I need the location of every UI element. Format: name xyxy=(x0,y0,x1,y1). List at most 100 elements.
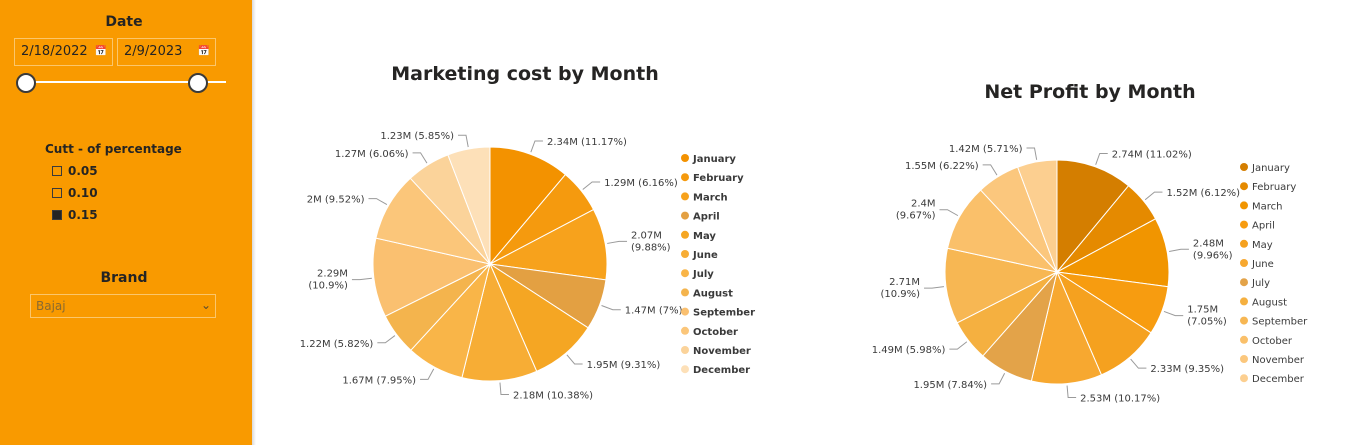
cutt-option-label: 0.15 xyxy=(68,208,98,222)
net-profit-legend-marker xyxy=(1240,182,1248,191)
net-profit-legend-item-august[interactable]: August xyxy=(1252,297,1287,308)
net-profit-data-label: 1.55M (6.22%) xyxy=(905,161,979,172)
marketing-cost-leader-line xyxy=(420,368,435,380)
marketing-cost-leader-line xyxy=(377,335,396,344)
marketing-cost-legend-item-august[interactable]: August xyxy=(693,288,733,299)
marketing-cost-data-label: 1.47M (7%) xyxy=(625,306,683,317)
net-profit-data-label: 1.52M (6.12%) xyxy=(1166,188,1240,199)
net-profit-legend-item-september[interactable]: September xyxy=(1252,317,1308,328)
marketing-cost-pie-chart: 2.34M (11.17%) 1.29M (6.16%) 2.07M (9.88%) 1… xyxy=(300,131,755,401)
brand-filter-title: Brand xyxy=(100,270,148,286)
cutt-option-0.15[interactable]: 0.15 xyxy=(52,208,98,222)
marketing-cost-legend-item-december[interactable]: December xyxy=(693,365,750,376)
net-profit-legend-item-october[interactable]: October xyxy=(1252,336,1293,347)
date-range-start-handle[interactable] xyxy=(16,73,36,93)
calendar-icon[interactable]: 📅 xyxy=(197,46,210,57)
marketing-cost-legend-item-may[interactable]: May xyxy=(693,231,716,242)
net-profit-legend-item-april[interactable]: April xyxy=(1252,221,1275,232)
net-profit-legend-marker xyxy=(1240,355,1248,363)
calendar-icon[interactable]: 📅 xyxy=(94,46,107,57)
net-profit-slice-january[interactable] xyxy=(1056,159,1130,274)
marketing-cost-leader-line xyxy=(566,354,583,365)
net-profit-slice-june[interactable] xyxy=(1030,270,1103,385)
net-profit-data-label: 2.71M (10.9%) xyxy=(880,277,920,300)
marketing-cost-data-label: 2.18M (10.38%) xyxy=(513,391,593,402)
marketing-cost-data-label: 1.22M (5.82%) xyxy=(300,339,374,350)
cutt-option-label: 0.05 xyxy=(68,164,98,178)
net-profit-leader-line xyxy=(1163,310,1184,317)
date-range-slider-track[interactable] xyxy=(26,81,226,83)
net-profit-leader-line xyxy=(949,341,968,350)
net-profit-legend-item-may[interactable]: May xyxy=(1252,240,1273,251)
net-profit-leader-line xyxy=(1026,147,1038,160)
net-profit-legend-marker xyxy=(1240,278,1248,287)
net-profit-data-label: 1.75M (7.05%) xyxy=(1187,305,1227,328)
net-profit-legend-item-july[interactable]: July xyxy=(1251,278,1270,289)
cutt-filter-title: Cutt - of percentage xyxy=(45,142,182,156)
net-profit-leader-line xyxy=(939,209,959,217)
net-profit-legend-item-march[interactable]: March xyxy=(1252,201,1282,212)
marketing-cost-legend-item-april[interactable]: April xyxy=(693,212,720,223)
net-profit-leader-line xyxy=(924,286,944,289)
marketing-cost-legend-item-july[interactable]: July xyxy=(692,269,714,280)
net-profit-legend-marker xyxy=(1240,374,1248,383)
chevron-down-icon[interactable]: ⌄ xyxy=(200,298,211,312)
marketing-cost-data-label: 1.29M (6.16%) xyxy=(604,178,678,189)
marketing-cost-legend-marker xyxy=(681,211,689,220)
marketing-cost-legend-item-march[interactable]: March xyxy=(693,192,728,203)
cutt-option-0.10[interactable]: 0.10 xyxy=(52,186,98,200)
net-profit-data-label: 2.48M (9.96%) xyxy=(1193,238,1233,261)
net-profit-legend-item-june[interactable]: June xyxy=(1251,259,1274,270)
net-profit-data-label: 2.33M (9.35%) xyxy=(1150,364,1224,375)
net-profit-legend-marker xyxy=(1240,297,1248,306)
net-profit-pie-chart: 2.74M (11.02%) 1.52M (6.12%) 2.48M (9.96%) 1… xyxy=(872,144,1308,404)
marketing-cost-legend-item-january[interactable]: January xyxy=(692,154,736,165)
filter-sidebar: Date 2/18/2022 📅 2/9/2023 📅 Cutt - of pe… xyxy=(0,0,252,445)
net-profit-legend-item-november[interactable]: November xyxy=(1252,355,1305,366)
net-profit-legend-item-december[interactable]: December xyxy=(1252,374,1305,385)
marketing-cost-data-label: 1.27M (6.06%) xyxy=(335,149,409,160)
marketing-cost-legend-item-november[interactable]: November xyxy=(693,346,751,357)
marketing-cost-slice-june[interactable] xyxy=(461,262,538,382)
marketing-cost-leader-line xyxy=(368,198,388,206)
checkbox[interactable] xyxy=(52,165,62,176)
net-profit-data-label: 2.4M (9.67%) xyxy=(896,199,936,222)
net-profit-leader-line xyxy=(1144,191,1163,201)
sidebar-divider xyxy=(252,0,256,445)
marketing-cost-leader-line xyxy=(582,181,601,190)
net-profit-data-label: 2.53M (10.17%) xyxy=(1080,394,1160,405)
net-profit-leader-line xyxy=(1095,152,1108,165)
brand-dropdown[interactable]: Bajaj ⌄ xyxy=(30,294,216,318)
net-profit-legend-item-february[interactable]: February xyxy=(1252,182,1296,193)
marketing-cost-legend-item-september[interactable]: September xyxy=(693,308,755,319)
marketing-cost-leader-line xyxy=(351,277,372,281)
marketing-cost-slice-march[interactable] xyxy=(488,208,608,281)
net-profit-legend-marker xyxy=(1240,259,1248,267)
marketing-cost-slice-december[interactable] xyxy=(447,146,491,265)
net-profit-data-label: 2.74M (11.02%) xyxy=(1112,149,1192,160)
end-date-input[interactable]: 2/9/2023 📅 xyxy=(117,38,216,66)
start-date-input[interactable]: 2/18/2022 📅 xyxy=(14,38,113,66)
net-profit-legend-marker xyxy=(1240,316,1248,325)
net-profit-legend-item-january[interactable]: January xyxy=(1251,163,1290,174)
net-profit-slice-december[interactable] xyxy=(1017,159,1058,273)
date-range-end-handle[interactable] xyxy=(188,73,208,93)
marketing-cost-legend-marker xyxy=(681,173,689,182)
marketing-cost-legend-item-february[interactable]: February xyxy=(693,173,744,184)
marketing-cost-slice-january[interactable] xyxy=(489,146,567,266)
marketing-cost-legend-marker xyxy=(681,307,689,316)
checkbox[interactable] xyxy=(52,209,62,220)
checkbox[interactable] xyxy=(52,187,62,198)
net-profit-slice-september[interactable] xyxy=(944,247,1059,324)
cutt-option-0.05[interactable]: 0.05 xyxy=(52,164,98,178)
marketing-cost-legend-item-june[interactable]: June xyxy=(692,250,718,261)
start-date-value: 2/18/2022 xyxy=(21,44,88,59)
marketing-cost-chart-title: Marketing cost by Month xyxy=(391,63,658,85)
net-profit-data-label: 1.95M (7.84%) xyxy=(913,380,987,391)
net-profit-legend-marker xyxy=(1240,335,1248,344)
marketing-cost-legend-marker xyxy=(681,326,689,335)
net-profit-chart-title: Net Profit by Month xyxy=(984,81,1195,103)
marketing-cost-legend-item-october[interactable]: October xyxy=(693,327,738,338)
net-profit-legend-marker xyxy=(1240,220,1248,229)
